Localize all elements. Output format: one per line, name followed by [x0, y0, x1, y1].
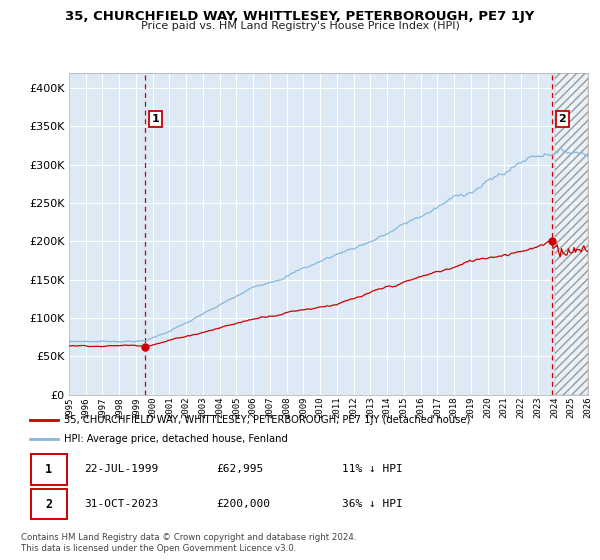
- Text: 36% ↓ HPI: 36% ↓ HPI: [342, 500, 403, 509]
- Text: 22-JUL-1999: 22-JUL-1999: [84, 464, 158, 474]
- Bar: [554, 73, 588, 395]
- Text: £200,000: £200,000: [216, 500, 270, 509]
- FancyBboxPatch shape: [31, 454, 67, 484]
- Text: 35, CHURCHFIELD WAY, WHITTLESEY, PETERBOROUGH, PE7 1JY (detached house): 35, CHURCHFIELD WAY, WHITTLESEY, PETERBO…: [64, 415, 470, 425]
- Text: 1: 1: [152, 114, 160, 124]
- Text: 2: 2: [45, 498, 52, 511]
- Text: Price paid vs. HM Land Registry's House Price Index (HPI): Price paid vs. HM Land Registry's House …: [140, 21, 460, 31]
- FancyBboxPatch shape: [31, 489, 67, 519]
- Text: 11% ↓ HPI: 11% ↓ HPI: [342, 464, 403, 474]
- Text: 2: 2: [559, 114, 566, 124]
- Text: 35, CHURCHFIELD WAY, WHITTLESEY, PETERBOROUGH, PE7 1JY: 35, CHURCHFIELD WAY, WHITTLESEY, PETERBO…: [65, 10, 535, 23]
- Text: 1: 1: [45, 463, 52, 476]
- Text: 31-OCT-2023: 31-OCT-2023: [84, 500, 158, 509]
- Bar: [554, 73, 588, 395]
- Text: £62,995: £62,995: [216, 464, 263, 474]
- Text: Contains HM Land Registry data © Crown copyright and database right 2024.
This d: Contains HM Land Registry data © Crown c…: [21, 533, 356, 553]
- Text: HPI: Average price, detached house, Fenland: HPI: Average price, detached house, Fenl…: [64, 435, 288, 445]
